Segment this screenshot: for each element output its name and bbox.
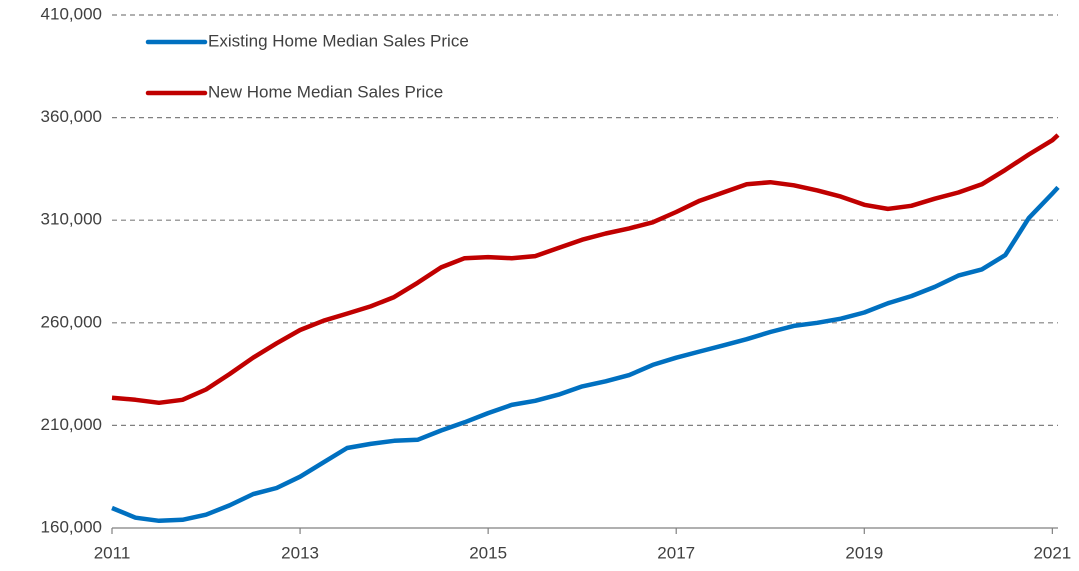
series-line [111,185,1060,524]
x-tick-label: 2021 [1033,543,1071,562]
y-tick-label: 210,000 [41,415,102,434]
y-tick-label: 410,000 [41,4,102,23]
x-tick-label: 2019 [845,543,883,562]
series-line [111,133,1060,406]
y-tick-label: 160,000 [41,517,102,536]
y-tick-label: 360,000 [41,107,102,126]
x-tick-label: 2013 [281,543,319,562]
x-tick-label: 2017 [657,543,695,562]
x-tick-label: 2015 [469,543,507,562]
y-tick-label: 260,000 [41,312,102,331]
legend-label: Existing Home Median Sales Price [208,31,469,50]
x-tick-label: 2011 [94,543,131,562]
legend-label: New Home Median Sales Price [208,82,443,101]
y-tick-label: 310,000 [41,210,102,229]
